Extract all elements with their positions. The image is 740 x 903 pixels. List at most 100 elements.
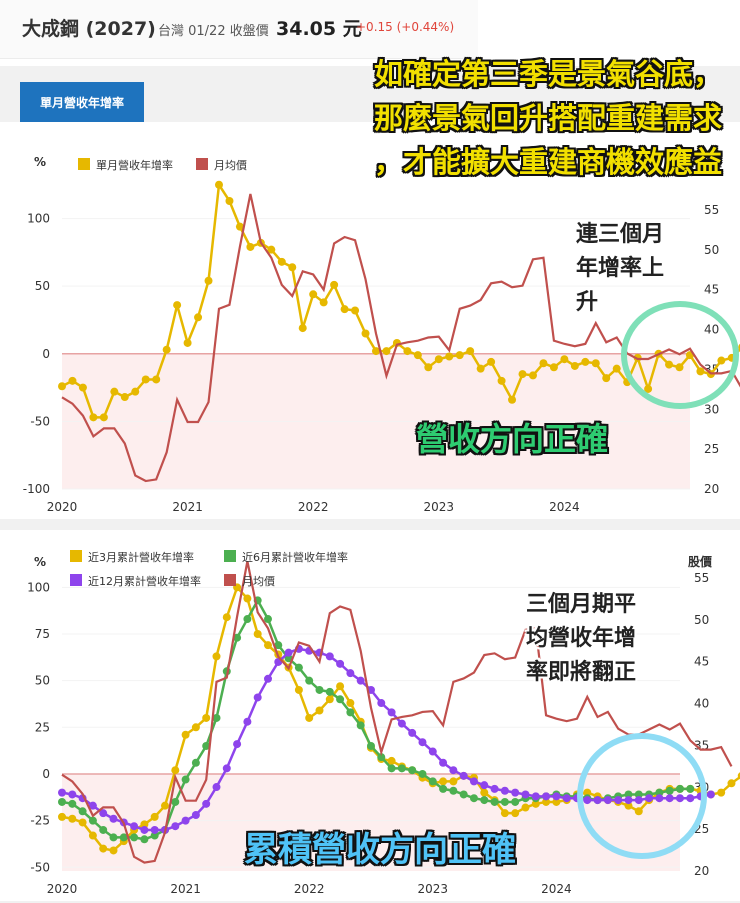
data-point (686, 794, 695, 803)
data-point (696, 367, 705, 376)
data-point (500, 786, 509, 795)
data-point (68, 799, 77, 808)
data-point (325, 652, 334, 661)
data-point (403, 347, 412, 356)
data-point (88, 801, 97, 810)
data-point (562, 794, 571, 803)
data-point (88, 831, 97, 840)
data-point (181, 730, 190, 739)
data-point (366, 741, 375, 750)
data-point (490, 784, 499, 793)
negative-region-shade (62, 773, 680, 871)
data-point (214, 180, 223, 189)
data-point (202, 713, 211, 722)
data-point (305, 713, 314, 722)
data-point (68, 376, 77, 385)
headline-annotation: 如確定第三季是景氣谷底， 那麼景氣回升搭配重建需求 ，才能擴大重建商機效應益 (282, 52, 722, 184)
data-point (336, 695, 345, 704)
legend-swatch (78, 158, 90, 170)
data-point (284, 648, 293, 657)
data-point (521, 790, 530, 799)
data-point (675, 794, 684, 803)
data-point (717, 788, 726, 797)
data-point (78, 807, 87, 816)
y-tick-label: -100 (23, 482, 50, 496)
data-point (131, 387, 140, 396)
y2-tick-label: 40 (694, 697, 709, 711)
data-point (428, 747, 437, 756)
data-point (171, 797, 180, 806)
data-point (539, 359, 548, 368)
data-point (706, 790, 715, 799)
data-point (330, 280, 339, 289)
data-point (469, 794, 478, 803)
y2-axis-label: 股價 (698, 154, 723, 169)
data-point (665, 360, 674, 369)
y2-tick-label: 45 (694, 655, 709, 669)
headline-line-1: 如確定第三季是景氣谷底， (373, 57, 722, 91)
legend-label: 單月營收年增率 (96, 158, 173, 172)
data-point (58, 812, 66, 821)
data-point (528, 371, 537, 380)
y-tick-label: 0 (42, 347, 50, 361)
data-point (624, 801, 633, 810)
data-point (78, 818, 87, 827)
series-line (61, 193, 740, 483)
data-point (140, 825, 149, 834)
data-point (346, 708, 355, 717)
data-point (603, 796, 612, 805)
data-point (212, 783, 221, 792)
data-point (88, 816, 97, 825)
tab-monthly-revenue-yoy[interactable]: 單月營收年增率 (20, 82, 144, 124)
data-point (449, 766, 458, 775)
data-point (222, 613, 231, 622)
x-tick-label: 2024 (541, 882, 572, 896)
x-tick-label: 2024 (549, 500, 580, 514)
data-point (624, 796, 633, 805)
data-point (675, 363, 684, 372)
data-point (511, 788, 520, 797)
x-tick-label: 2020 (47, 500, 78, 514)
data-point (202, 799, 211, 808)
data-point (233, 740, 242, 749)
legend-label: 月均價 (242, 574, 275, 588)
data-point (397, 764, 406, 773)
data-point (150, 831, 159, 840)
data-point (382, 347, 391, 356)
y2-axis-label: 股價 (688, 554, 713, 569)
y2-tick-label: 50 (704, 243, 719, 257)
y-tick-label: -50 (30, 414, 50, 428)
legend-label: 近3月累計營收年增率 (88, 550, 194, 564)
data-point (665, 794, 674, 803)
data-point (243, 615, 252, 624)
x-tick-label: 2023 (424, 500, 455, 514)
data-point (346, 669, 355, 678)
data-point (428, 777, 437, 786)
data-point (645, 794, 654, 803)
note-line-2: 年增率上 (576, 256, 665, 281)
data-point (727, 779, 736, 788)
data-point (511, 809, 520, 818)
data-point (183, 338, 192, 347)
y-axis-label: % (34, 555, 46, 569)
stock-name: 大成鋼 (2027) (22, 18, 156, 40)
legend-swatch (196, 158, 208, 170)
y2-tick-label: 20 (694, 864, 709, 878)
data-point (191, 811, 200, 820)
data-point (288, 263, 297, 272)
data-point (356, 721, 365, 730)
data-point (418, 769, 427, 778)
legend-swatch (224, 574, 236, 586)
x-tick-label: 2021 (172, 500, 203, 514)
data-point (361, 329, 370, 338)
data-point (737, 772, 740, 780)
data-point (325, 695, 334, 704)
data-point (173, 301, 182, 310)
cumulative-direction-label: 累積營收方向正確 (244, 830, 516, 870)
data-point (305, 676, 314, 685)
data-point (397, 719, 406, 728)
data-point (225, 196, 234, 205)
market-info: 台灣 01/22 收盤價 (158, 24, 269, 39)
note-line-1: 連三個月 (576, 222, 665, 247)
